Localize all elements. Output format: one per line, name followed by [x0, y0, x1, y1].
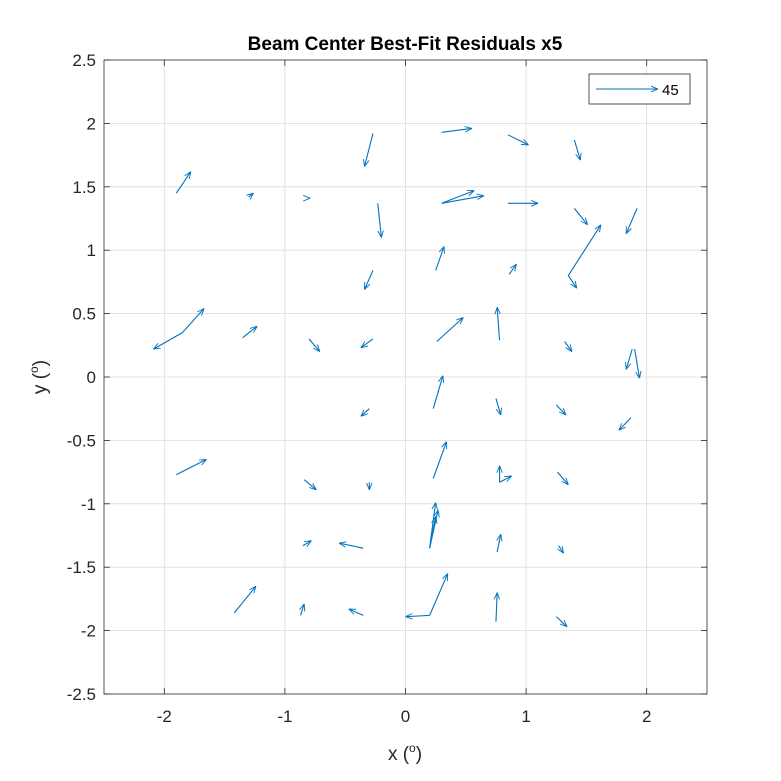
residual-arrow [181, 309, 204, 333]
residual-arrow [508, 264, 516, 275]
x-tick-label: -1 [277, 707, 292, 726]
y-tick-label: 1 [87, 241, 96, 260]
residual-arrow [377, 203, 382, 237]
y-tick-label: 2.5 [72, 51, 96, 70]
residual-arrow [435, 246, 444, 271]
residual-arrow [175, 172, 190, 194]
x-tick-label: 1 [521, 707, 530, 726]
residual-arrow [308, 338, 320, 352]
y-tick-label: 2 [87, 114, 96, 133]
residual-arrow [567, 225, 601, 276]
y-axis-label-close: ) [30, 360, 51, 366]
x-axis-label-close: ) [416, 744, 422, 765]
y-axis-label-sup: o [27, 366, 41, 373]
residual-arrow [361, 338, 374, 348]
residual-arrow [619, 417, 632, 431]
residual-arrow [441, 196, 484, 204]
y-axis-label: y (o) [27, 360, 51, 394]
residual-arrow [499, 476, 512, 483]
residual-arrow [557, 471, 568, 485]
residual-arrow [497, 307, 499, 341]
residual-arrow [233, 586, 256, 614]
chart-title: Beam Center Best-Fit Residuals x5 [248, 34, 563, 55]
residual-arrow [555, 616, 567, 627]
y-tick-label: -0.5 [67, 431, 96, 450]
x-tick-label: 0 [401, 707, 410, 726]
y-tick-label: -2 [81, 622, 96, 641]
residual-arrow [349, 608, 364, 616]
residual-arrow [573, 208, 587, 224]
residual-arrow [507, 134, 529, 145]
residual-arrow [436, 317, 464, 342]
residual-arrow [559, 545, 564, 554]
residual-arrow [564, 341, 572, 351]
x-tick-label: -2 [157, 707, 172, 726]
residual-arrow [406, 615, 430, 616]
residual-arrow [432, 442, 446, 479]
residual-arrow [625, 208, 638, 233]
y-tick-label: -2.5 [67, 685, 96, 704]
residual-arrow [364, 133, 374, 167]
residual-arrow [573, 139, 580, 160]
grid [104, 60, 707, 694]
residual-arrow [567, 275, 576, 289]
residual-arrow [339, 543, 364, 549]
residual-arrow [302, 541, 311, 546]
residual-arrow [432, 376, 443, 409]
residual-arrow [361, 408, 370, 417]
residual-arrow [153, 332, 183, 349]
x-axis-label-text: x ( [388, 744, 410, 765]
residual-arrow [303, 479, 316, 490]
residual-arrow [555, 404, 566, 415]
x-tick-label: 2 [642, 707, 651, 726]
legend: 45 [588, 73, 691, 105]
residual-arrow [496, 593, 497, 622]
y-tick-label: 1.5 [72, 178, 96, 197]
residual-arrow [429, 574, 449, 616]
y-axis-label-text: y ( [30, 372, 51, 394]
residual-arrow [301, 604, 305, 616]
residual-arrow [242, 326, 257, 339]
y-tick-label: 0 [87, 368, 96, 387]
y-tick-label: 0.5 [72, 305, 96, 324]
ticks: -2 -1 0 1 2 -2.5 -2 -1.5 -1 -0.5 0 0.5 1 1.5 2 2.5 [67, 51, 707, 726]
arrows-layer [153, 128, 639, 626]
residual-arrow [441, 191, 475, 204]
x-axis-label-sup: o [409, 741, 416, 755]
residual-arrow [626, 348, 633, 369]
residual-arrow [176, 459, 206, 476]
residual-arrow [495, 398, 501, 415]
y-tick-label: -1.5 [67, 558, 96, 577]
y-tick-label: -1 [81, 495, 96, 514]
residual-arrow [634, 349, 640, 378]
residual-arrow [429, 516, 436, 549]
legend-label: 45 [662, 82, 679, 99]
residual-arrow [441, 128, 472, 133]
residual-arrow [497, 534, 501, 553]
residual-arrow [249, 193, 254, 197]
residual-arrow [363, 270, 374, 289]
x-axis-label: x (o) [388, 741, 422, 765]
